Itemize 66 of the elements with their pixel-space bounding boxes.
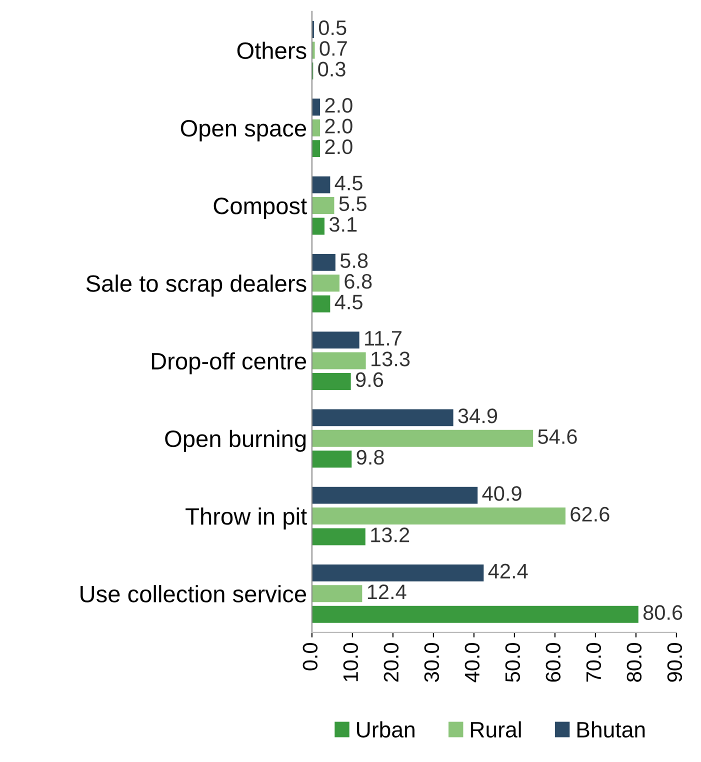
data-label: 42.4 [488, 564, 528, 578]
legend-label: Bhutan [577, 721, 645, 738]
bar [312, 372, 351, 390]
data-label: 0.7 [320, 41, 347, 56]
bar [312, 409, 454, 426]
data-label: 62.6 [570, 506, 610, 522]
legend-label: Rural [471, 721, 521, 738]
data-label: 9.8 [356, 450, 384, 465]
bar [312, 564, 484, 582]
bar [312, 218, 324, 235]
bar [312, 606, 638, 623]
bar [312, 450, 352, 468]
data-label: 12.4 [368, 584, 406, 600]
data-label: 4.5 [334, 176, 362, 190]
x-tick-label: 0.0 [302, 642, 318, 670]
data-label: 9.6 [356, 372, 384, 388]
bar [312, 140, 320, 158]
bar [312, 508, 566, 525]
data-label: 2.0 [325, 98, 352, 113]
bar [312, 528, 366, 546]
y-tick-label: Open burning [165, 430, 306, 452]
legend-label: Urban [357, 721, 414, 738]
bar [312, 295, 330, 312]
data-label: 4.5 [334, 294, 362, 310]
data-label: 13.2 [371, 528, 410, 542]
bar [312, 119, 320, 136]
data-label: 40.9 [482, 486, 522, 501]
data-label: 34.9 [458, 408, 498, 424]
bar [312, 332, 360, 349]
bar [312, 585, 362, 602]
data-label: 54.6 [538, 429, 577, 444]
y-tick-label: Throw in pit [186, 507, 307, 530]
x-tick-label: 90.0 [667, 642, 682, 682]
bar [312, 486, 478, 504]
data-label: 5.5 [339, 196, 366, 212]
x-tick-label: 10.0 [343, 642, 358, 682]
data-label: 3.1 [329, 217, 357, 232]
data-label: 5.8 [340, 253, 368, 268]
y-tick-label: Compost [214, 198, 307, 219]
bar [312, 352, 366, 370]
data-label: 0.3 [318, 62, 346, 77]
bar [312, 274, 340, 292]
bar [312, 197, 334, 214]
bar [312, 98, 320, 116]
data-label: 11.7 [365, 331, 402, 346]
x-tick-label: 20.0 [384, 642, 399, 682]
y-tick-label: Others [237, 42, 306, 60]
y-tick-label: Sale to scrap dealers [86, 274, 306, 297]
data-label: 2.0 [325, 118, 352, 134]
y-tick-label: Drop-off centre [152, 352, 306, 374]
data-label: 80.6 [643, 605, 682, 620]
x-tick-label: 70.0 [586, 642, 602, 682]
y-tick-label: Open space [180, 120, 306, 142]
bar [312, 176, 330, 194]
data-label: 2.0 [325, 139, 352, 154]
data-label: 13.3 [372, 352, 410, 366]
bar [312, 254, 336, 271]
x-tick-label: 30.0 [424, 642, 440, 682]
x-tick-label: 50.0 [505, 642, 520, 682]
x-tick-label: 60.0 [546, 642, 561, 682]
data-label: 0.5 [318, 20, 346, 36]
y-tick-label: Use collection service [80, 585, 306, 602]
x-tick-label: 40.0 [464, 642, 480, 682]
data-label: 6.8 [344, 274, 372, 289]
bar [312, 430, 534, 447]
x-tick-label: 80.0 [626, 642, 642, 682]
